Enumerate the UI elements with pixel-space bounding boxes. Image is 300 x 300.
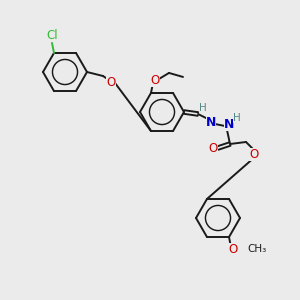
Text: O: O (150, 74, 160, 87)
Text: Cl: Cl (46, 29, 58, 42)
Text: N: N (224, 118, 234, 130)
Text: O: O (249, 148, 259, 160)
Text: H: H (233, 113, 241, 123)
Text: H: H (199, 103, 207, 113)
Text: O: O (106, 76, 116, 88)
Text: O: O (208, 142, 217, 154)
Text: N: N (206, 116, 216, 128)
Text: O: O (228, 243, 238, 256)
Text: CH₃: CH₃ (247, 244, 266, 254)
